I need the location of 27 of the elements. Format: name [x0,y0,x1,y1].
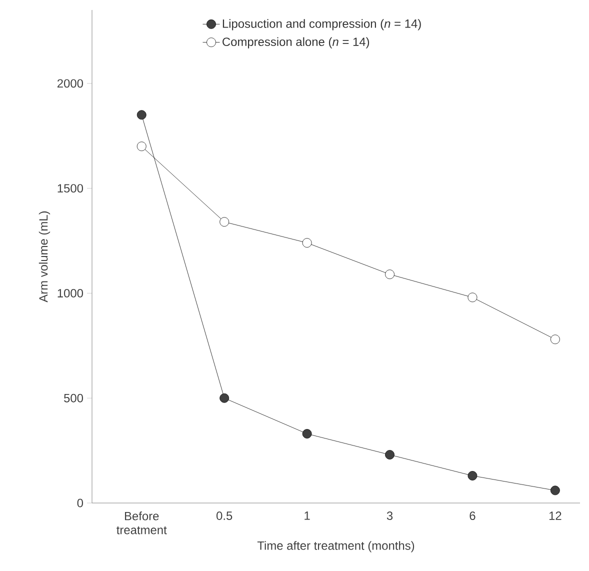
point [136,142,146,152]
point [468,471,478,480]
y-tick-label: 0 [77,498,84,508]
x-tick-label: 12 [549,512,562,520]
point [550,334,560,344]
legend-label: Compression alone (n = 14) [222,37,370,48]
point [468,292,478,302]
point [220,393,230,403]
legend-label: Liposuction and compression (n = 14) [222,19,421,30]
point [302,238,312,248]
point [550,486,560,496]
y-tick-label: 2000 [57,79,84,88]
x-tick-label: 0.5 [216,512,232,520]
y-tick-label: 1000 [58,288,84,298]
point [302,429,312,438]
x-tick-label: 3 [386,512,393,520]
x-tick-label: 1 [304,512,310,520]
point [385,270,394,280]
x-tick-label: 6 [470,512,476,520]
y-tick-label: 1500 [58,184,84,193]
point [385,450,394,460]
point [220,217,230,227]
point [136,110,146,120]
y-axis-title: Arm volume (mL) [38,211,50,302]
x-axis-title: Time after treatment (months) [257,541,414,552]
x-tick-label: Before treatment [116,512,167,534]
y-tick-label: 500 [64,394,84,402]
